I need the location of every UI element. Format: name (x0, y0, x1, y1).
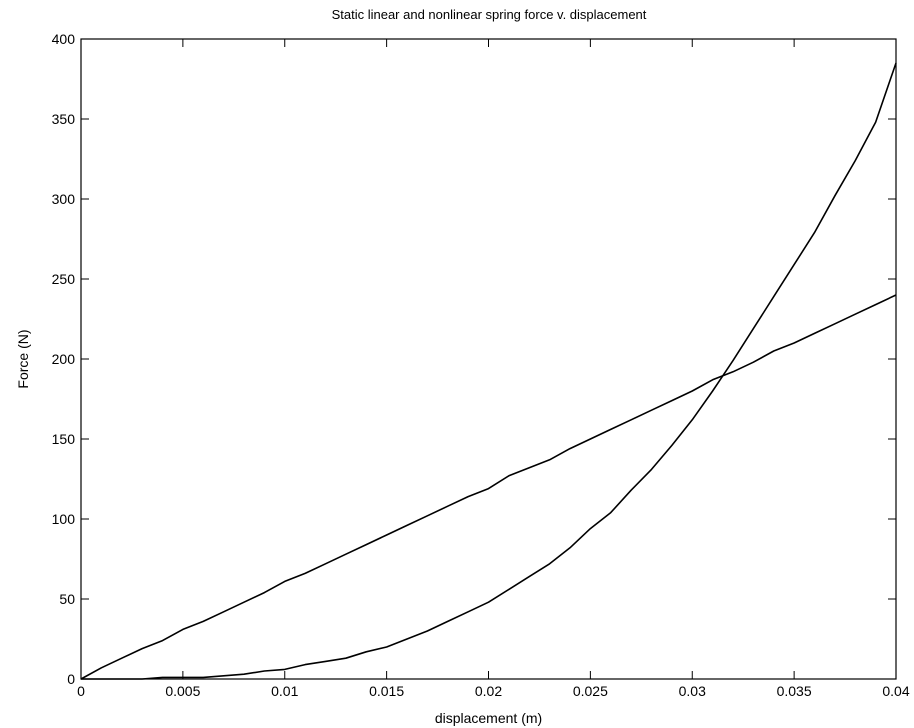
y-tick-label: 400 (52, 31, 76, 47)
y-tick-label: 0 (67, 671, 75, 687)
tick-layer: 0 0.005 0.01 0.015 0.02 0.025 0.03 0.035 0.04 0 50… (52, 31, 910, 699)
y-tick-label: 300 (52, 191, 76, 207)
series-line-2 (81, 62, 897, 680)
x-tick-label: 0.01 (271, 683, 298, 699)
x-axis-label: displacement (m) (435, 710, 542, 726)
series-line-1 (80, 294, 897, 680)
x-tick-label: 0 (77, 683, 85, 699)
y-tick-label: 150 (52, 431, 76, 447)
x-tick-label: 0.035 (777, 683, 812, 699)
plot-frame (80, 38, 897, 680)
y-tick-label: 50 (59, 591, 75, 607)
x-tick-label: 0.03 (679, 683, 706, 699)
x-tick-label: 0.02 (475, 683, 502, 699)
y-tick-label: 200 (52, 351, 76, 367)
y-tick-label: 100 (52, 511, 76, 527)
x-tick-label: 0.025 (573, 683, 608, 699)
y-tick-label: 250 (52, 271, 76, 287)
chart-title: Static linear and nonlinear spring force… (332, 7, 647, 22)
series-layer (80, 62, 897, 680)
x-tick-label: 0.005 (165, 683, 200, 699)
x-tick-label: 0.015 (369, 683, 404, 699)
x-tick-label: 0.04 (882, 683, 909, 699)
y-axis-label: Force (N) (15, 329, 31, 388)
y-tick-label: 350 (52, 111, 76, 127)
